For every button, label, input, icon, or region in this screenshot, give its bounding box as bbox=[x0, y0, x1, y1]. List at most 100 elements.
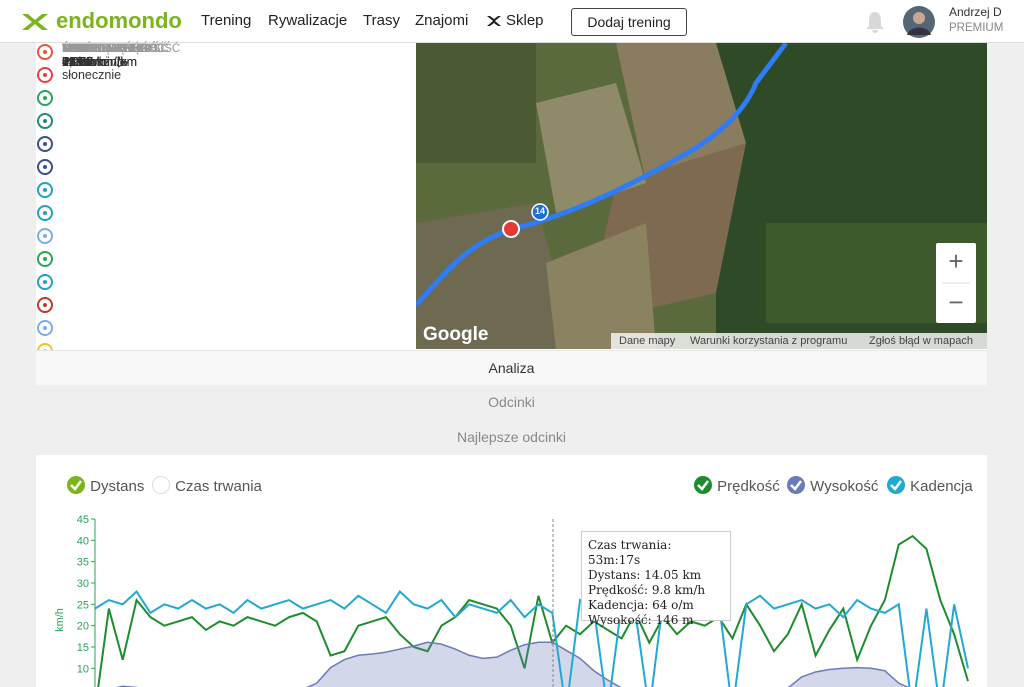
map-attribution[interactable]: Zgłoś błąd w mapach bbox=[869, 335, 973, 347]
series-line bbox=[97, 534, 969, 687]
tooltip-line: Wysokość: 146 m bbox=[588, 613, 694, 627]
stat: MAKS. PRĘDKOŚĆ 44.07 km/h bbox=[36, 43, 987, 89]
nav-link[interactable]: Trening bbox=[201, 12, 252, 29]
logo[interactable]: endomondo bbox=[56, 8, 182, 33]
nav-link[interactable]: Rywalizacje bbox=[268, 12, 348, 29]
stat-label: POGODA bbox=[62, 43, 113, 55]
tab[interactable]: Analiza bbox=[36, 350, 987, 386]
stat-icon bbox=[37, 251, 53, 267]
stat: W DÓŁ 226 m bbox=[36, 43, 987, 227]
y-tick-label: 45 bbox=[77, 514, 89, 526]
legend-item[interactable]: Prędkość bbox=[693, 475, 780, 495]
legend-item[interactable]: Dystans bbox=[66, 475, 144, 495]
stat-icon bbox=[37, 113, 53, 129]
stat-icon bbox=[37, 228, 53, 244]
elevation-area bbox=[115, 641, 910, 687]
stat-label: NAWODNIENIE bbox=[62, 43, 144, 55]
tooltip-line: Kadencja: 64 o/m bbox=[588, 598, 694, 612]
stat-icon bbox=[37, 182, 53, 198]
map[interactable]: 14 Google + − Dane mapy Warunki korzysta… bbox=[416, 43, 987, 349]
stat-label: W DÓŁ bbox=[62, 43, 100, 55]
stat-icon bbox=[37, 159, 53, 175]
tooltip-line: Dystans: 14.05 km bbox=[588, 568, 702, 582]
stat-icon bbox=[37, 320, 53, 336]
user-name[interactable]: Andrzej D bbox=[949, 5, 1002, 19]
zoom-in[interactable]: + bbox=[948, 246, 964, 276]
check-icon bbox=[67, 476, 85, 494]
y-axis-label: km/h bbox=[54, 608, 66, 632]
y-tick-label: 35 bbox=[77, 557, 89, 569]
tooltip-line: Czas trwania: 53m:17s bbox=[588, 538, 672, 567]
stat: ŚREDNIE TEMPO 03:33 min/km bbox=[36, 43, 987, 112]
stat: TEMPERATURA 0 °C bbox=[36, 43, 987, 319]
stat-label: MIN. WYSOKOŚĆ bbox=[62, 43, 158, 55]
stat-value: 72 % bbox=[62, 55, 91, 69]
stat-label: WILGOTNOŚĆ bbox=[62, 43, 141, 55]
y-tick-label: 10 bbox=[77, 663, 89, 675]
stat-value: 11 km/h bbox=[62, 55, 106, 69]
google-brand: Google bbox=[423, 324, 489, 345]
stat-icon bbox=[37, 274, 53, 290]
legend-label: Dystans bbox=[90, 478, 145, 495]
y-tick-label: 30 bbox=[77, 578, 89, 590]
tab[interactable]: Odcinki bbox=[36, 385, 987, 420]
stat-icon bbox=[37, 90, 53, 106]
stat-icon bbox=[37, 67, 53, 83]
stat-label: KADENCJA bbox=[62, 43, 124, 55]
stat-label: W GÓRĘ bbox=[62, 43, 110, 55]
nav-link[interactable]: Sklep bbox=[506, 12, 544, 29]
bell-icon[interactable] bbox=[864, 10, 886, 34]
map-image bbox=[416, 43, 987, 349]
stat-value: 0 °C bbox=[62, 55, 87, 69]
stat-value: 213 m bbox=[62, 55, 97, 69]
add-workout-button[interactable]: Dodaj trening bbox=[571, 8, 687, 36]
stat: NAWODNIENIE 0,27 L bbox=[36, 43, 987, 250]
stat-value: 65 o/m bbox=[62, 55, 101, 69]
stat-icon bbox=[37, 205, 53, 221]
premium-badge: PREMIUM bbox=[949, 22, 1004, 34]
check-icon bbox=[887, 476, 905, 494]
stat-icon bbox=[37, 297, 53, 313]
stat-value: 03:33 min/km bbox=[62, 55, 138, 69]
stat-label: MAKS. PRĘDKOŚĆ bbox=[62, 43, 166, 55]
nav-link[interactable]: Trasy bbox=[363, 12, 400, 29]
stat-icon bbox=[37, 136, 53, 152]
stat: MAKS. TEMPO 01:22 min/km bbox=[36, 43, 987, 135]
tooltip: Czas trwania: 53m:17s Dystans: 14.05 km Pr… bbox=[581, 531, 731, 627]
nav-link[interactable]: Znajomi bbox=[415, 12, 469, 29]
stat-label: MAKS. TEMPO bbox=[62, 43, 142, 55]
series-line bbox=[94, 589, 969, 687]
legend-item[interactable]: Czas trwania bbox=[151, 475, 262, 495]
radio-icon bbox=[152, 476, 170, 494]
wind-arrow bbox=[117, 60, 128, 68]
stat-label: ŚREDNIA PRĘDKOŚĆ bbox=[62, 43, 181, 55]
legend-label: Prędkość bbox=[717, 478, 780, 495]
stat-value: 0,27 L bbox=[62, 55, 97, 69]
legend-label: Wysokość bbox=[810, 478, 879, 495]
stat: WILGOTNOŚĆ 72 % bbox=[36, 43, 987, 342]
stat-value: 149 m bbox=[62, 55, 97, 69]
stat: KADENCJA 65 o/m bbox=[36, 43, 987, 273]
stat: MAKS. WYSOKOŚĆ 149 m bbox=[36, 43, 987, 181]
check-icon bbox=[694, 476, 712, 494]
legend-item[interactable]: Kadencja bbox=[886, 475, 973, 495]
tab[interactable]: Najlepsze odcinki bbox=[36, 420, 987, 455]
y-tick-label: 25 bbox=[77, 599, 89, 611]
stat-value: 16.88 km/h bbox=[62, 55, 124, 69]
map-attribution[interactable]: Dane mapy bbox=[619, 335, 676, 347]
zoom-out[interactable]: − bbox=[948, 287, 964, 317]
check-icon bbox=[787, 476, 805, 494]
map-attribution[interactable]: Warunki korzystania z programu bbox=[690, 335, 848, 347]
avatar[interactable] bbox=[902, 5, 936, 39]
stat: W GÓRĘ 213 m bbox=[36, 43, 987, 204]
logo-icon bbox=[22, 14, 48, 30]
stat-label: ŚREDNIE TEMPO bbox=[62, 43, 157, 55]
stat: WIATR 11 km/h bbox=[36, 43, 987, 296]
y-tick-label: 20 bbox=[77, 621, 89, 633]
y-tick-label: 15 bbox=[77, 642, 89, 654]
y-tick-label: 40 bbox=[77, 535, 89, 547]
stat-value: Przeważnie słonecznie bbox=[62, 55, 127, 82]
legend-item[interactable]: Wysokość bbox=[786, 475, 878, 495]
